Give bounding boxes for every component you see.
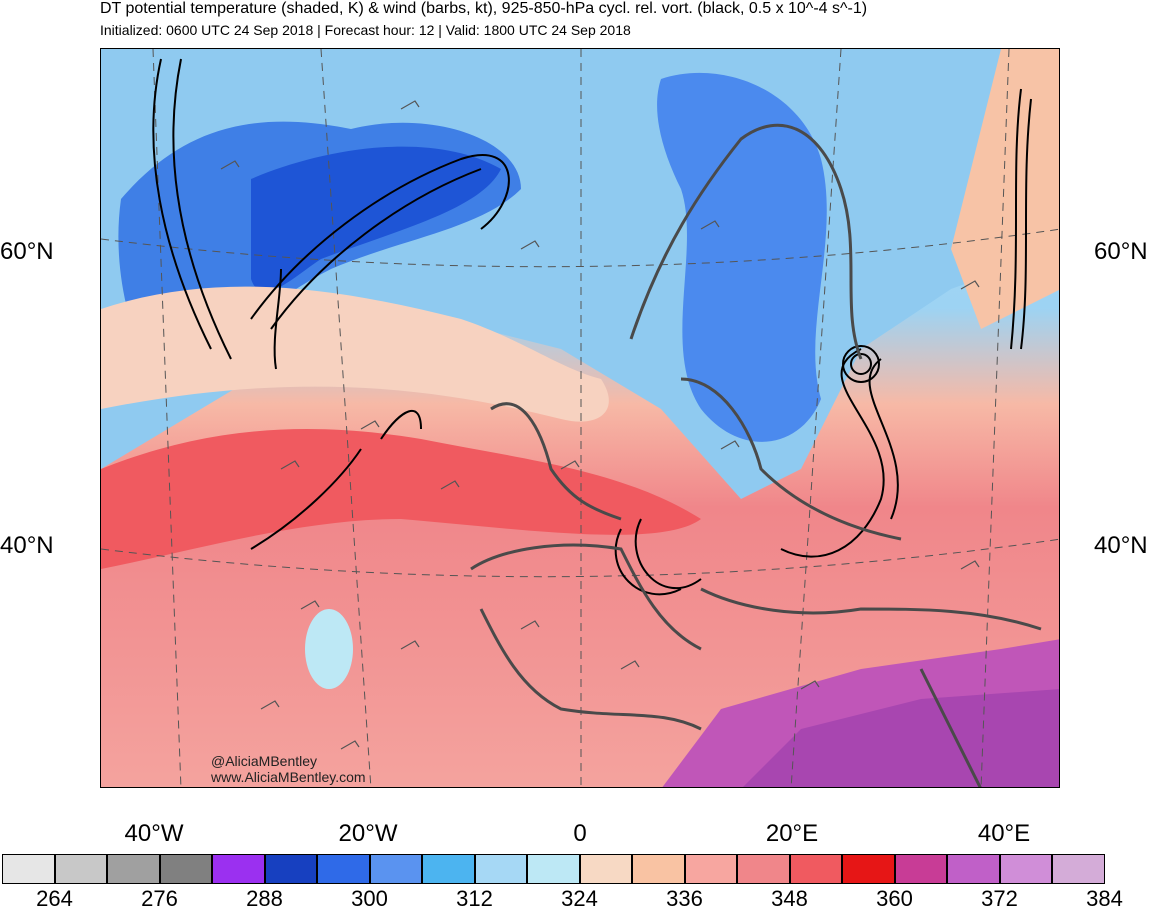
colorbar-box [684,854,737,884]
colorbar-box [1052,854,1105,884]
colorbar-label: 360 [876,886,913,911]
colorbar-box [579,854,632,884]
lat-label-40-left: 40°N [0,532,54,559]
colorbar-label: 372 [981,886,1018,911]
colorbar-label: 348 [771,886,808,911]
warm-region-east [951,49,1059,329]
cold-core-scandinavia [657,72,827,442]
map-panel: @AliciaMBentley www.AliciaMBentley.com [100,48,1060,788]
hot-region-core [743,689,1059,787]
colorbar-box [632,854,685,884]
lon-label-40e: 40°E [977,820,1031,847]
colorbar-box [422,854,475,884]
lon-label-40w: 40°W [124,820,184,847]
colorbar-box [2,854,55,884]
colorbar-box [369,854,422,884]
colorbar-label: 264 [36,886,73,911]
vorticity-contours [152,58,1032,596]
map-title: DT potential temperature (shaded, K) & w… [100,0,868,17]
colorbar-label: 336 [666,886,703,911]
colorbar [2,854,1105,884]
colorbar-box [159,854,212,884]
colorbar-label: 324 [561,886,598,911]
colorbar-box [527,854,580,884]
colorbar-box [317,854,370,884]
lon-label-0: 0 [573,820,587,847]
map-subtitle: Initialized: 0600 UTC 24 Sep 2018 | Fore… [100,22,631,38]
lon-label-20w: 20°W [338,820,398,847]
colorbar-box [789,854,842,884]
warm-edge-band [101,286,609,422]
colorbar-label: 300 [351,886,388,911]
credit-site: www.AliciaMBentley.com [211,769,366,785]
colorbar-label: 276 [141,886,178,911]
cold-core-deep [251,146,501,292]
colorbar-box [474,854,527,884]
lat-label-40-right: 40°N [1094,532,1148,559]
colorbar-label: 312 [456,886,493,911]
colorbar-box [842,854,895,884]
wind-barbs [220,100,980,750]
map-canvas [101,49,1059,787]
lat-label-60-right: 60°N [1094,238,1148,265]
colorbar-label: 384 [1086,886,1123,911]
lat-label-60-left: 60°N [0,238,54,265]
colorbar-box [212,854,265,884]
colorbar-box [947,854,1000,884]
coastlines [470,123,1042,787]
graticule [101,49,1059,787]
cold-anomaly [305,609,353,689]
credit-handle: @AliciaMBentley [211,753,318,769]
lon-label-20e: 20°E [765,820,819,847]
colorbar-box [894,854,947,884]
colorbar-box [107,854,160,884]
colorbar-box [54,854,107,884]
colorbar-label: 288 [246,886,283,911]
colorbar-box [999,854,1052,884]
colorbar-box [737,854,790,884]
colorbar-box [264,854,317,884]
